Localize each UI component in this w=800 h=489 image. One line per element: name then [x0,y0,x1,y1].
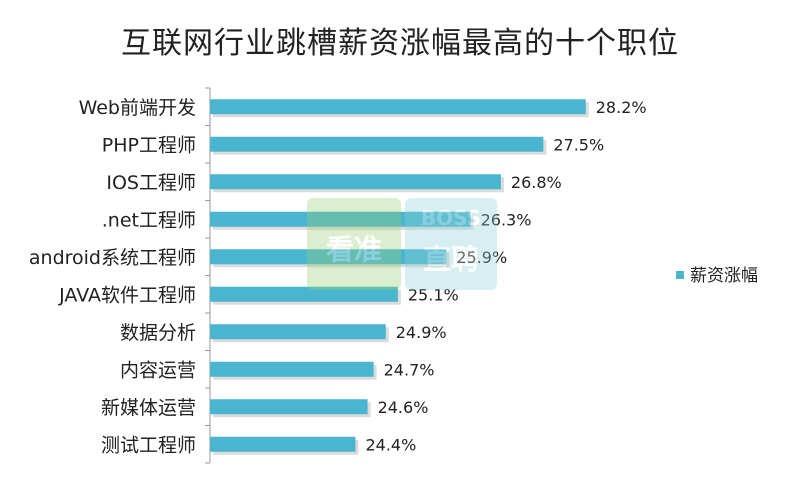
watermark-right-bottom: 直聘 [422,243,479,276]
category-label: JAVA软件工程师 [58,284,196,306]
legend-label: 薪资涨幅 [690,266,758,286]
bar [210,436,356,452]
bar [210,174,501,190]
watermark-kanzhun: 看准 [307,198,401,290]
watermark-left-text: 看准 [325,233,382,266]
bar [210,211,471,227]
category-label: 新媒体运营 [101,397,196,419]
category-label: android系统工程师 [29,247,196,269]
value-label: 28.2% [596,98,647,117]
value-label: 24.6% [378,398,429,417]
category-label: .net工程师 [102,209,196,231]
category-label: Web前端开发 [79,97,196,119]
bar [210,136,544,152]
bar [210,99,586,115]
category-label: PHP工程师 [102,134,196,156]
bar [210,324,386,340]
watermark-right-top: BOSS [420,206,482,230]
category-label: IOS工程师 [106,172,196,194]
chart-title: 互联网行业跳槽薪资涨幅最高的十个职位 [121,26,679,61]
bar [210,249,447,265]
category-label: 数据分析 [120,322,196,344]
bar [210,286,398,302]
category-label: 测试工程师 [101,434,196,456]
watermark-boss: BOSS 直聘 [405,198,497,290]
value-label: 24.4% [365,435,416,454]
bar [210,361,374,377]
value-label: 24.9% [396,323,447,342]
value-label: 25.9% [456,248,507,267]
value-label: 26.8% [511,173,562,192]
value-label: 27.5% [553,135,604,154]
value-label: 24.7% [384,360,435,379]
bar [210,399,368,415]
legend-swatch [676,271,684,279]
value-label: 25.1% [408,285,459,304]
value-label: 26.3% [481,210,532,229]
category-label: 内容运营 [120,359,196,381]
